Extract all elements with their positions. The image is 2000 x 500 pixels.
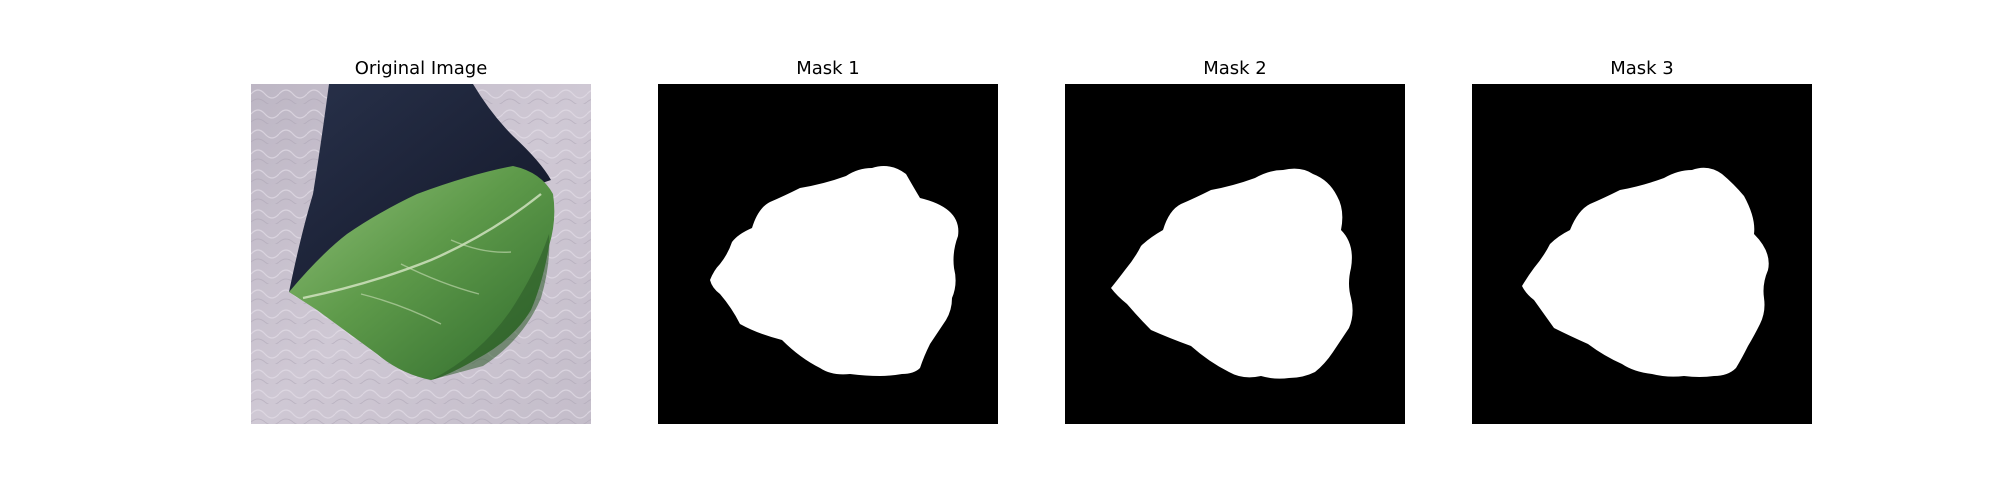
panel-title: Mask 3 — [1610, 58, 1674, 79]
mask-image-2 — [1065, 84, 1405, 424]
original-image — [251, 84, 591, 424]
panel-mask-1: Mask 1 — [658, 0, 998, 430]
panel-title: Original Image — [354, 58, 488, 79]
panel-title: Mask 1 — [796, 58, 860, 79]
panel-original-image: Original Image — [251, 0, 591, 430]
mask-image-1 — [658, 84, 998, 424]
panel-title: Mask 2 — [1203, 58, 1267, 79]
panel-mask-2: Mask 2 — [1065, 0, 1405, 430]
panel-mask-3: Mask 3 — [1472, 0, 1812, 430]
mask-image-3 — [1472, 84, 1812, 424]
